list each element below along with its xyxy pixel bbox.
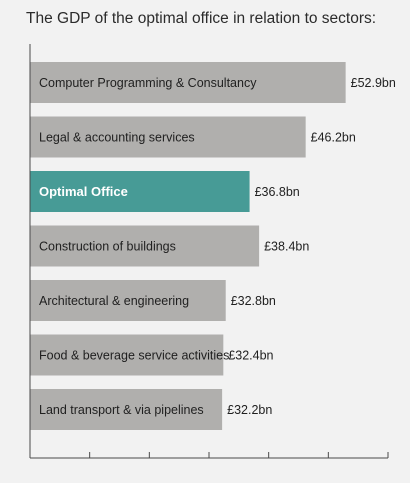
bar-category-label: Optimal Office	[39, 184, 128, 199]
bar-value-label: £32.4bn	[228, 349, 273, 363]
bar-category-label: Food & beverage service activities	[39, 349, 229, 363]
chart-title: The GDP of the optimal office in relatio…	[26, 10, 377, 27]
bar-category-label: Land transport & via pipelines	[39, 403, 204, 417]
bar	[30, 62, 346, 103]
bar	[30, 116, 306, 158]
bar	[30, 171, 250, 212]
bar-category-label: Computer Programming & Consultancy	[39, 76, 257, 90]
bar-category-label: Construction of buildings	[39, 240, 176, 254]
bar-value-label: £32.2bn	[227, 403, 272, 417]
bars-layer: Computer Programming & Consultancy £52.9b…	[30, 62, 396, 430]
bar-category-label: Architectural & engineering	[39, 294, 189, 308]
bar	[30, 225, 260, 267]
bar-value-label: £52.9bn	[351, 76, 396, 90]
bar	[30, 389, 223, 430]
bar	[30, 334, 224, 376]
bar	[30, 280, 226, 321]
bar-value-label: £46.2bn	[311, 131, 356, 145]
axis-layer	[29, 44, 389, 459]
bar-value-label: £32.8bn	[231, 294, 276, 308]
bar-value-label: £38.4bn	[264, 240, 309, 254]
bar-category-label: Legal & accounting services	[39, 131, 195, 145]
bar-value-label: £36.8bn	[255, 185, 300, 199]
